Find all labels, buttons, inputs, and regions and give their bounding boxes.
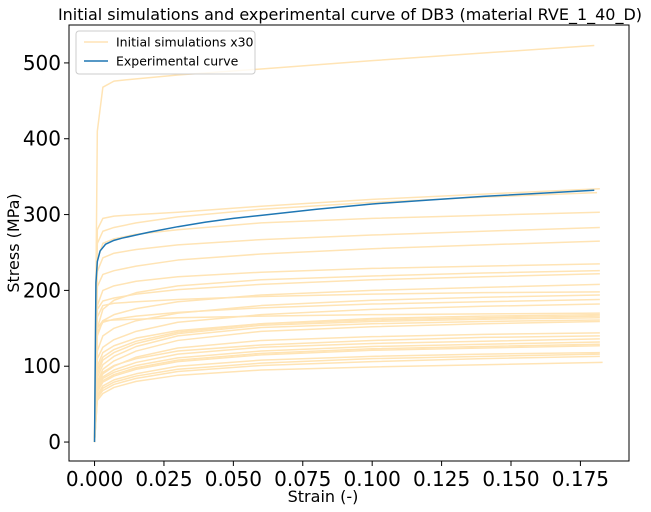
- legend-label-simulations: Initial simulations x30: [116, 35, 254, 50]
- simulation-curve-13: [93, 298, 600, 443]
- experimental-curve-group: [93, 189, 595, 443]
- x-tick-label: 0.125: [413, 467, 470, 491]
- simulation-curve-2: [93, 188, 600, 443]
- simulation-curve-29: [93, 361, 603, 443]
- y-tick-label: 0: [48, 430, 61, 454]
- simulation-curve-5: [93, 226, 600, 443]
- simulation-curve-7: [93, 263, 600, 443]
- y-tick-label: 300: [23, 203, 61, 227]
- simulation-curve-8: [93, 269, 600, 443]
- simulation-curve-18: [93, 316, 600, 443]
- simulation-curve-14: [93, 303, 600, 443]
- simulation-curve-11: [93, 291, 600, 443]
- simulation-curve-9: [93, 272, 600, 443]
- x-tick-label: 0.050: [205, 467, 262, 491]
- simulation-curves: [93, 44, 603, 443]
- simulation-curve-15: [93, 312, 600, 443]
- experimental-curve: [93, 189, 595, 443]
- x-tick-label: 0.150: [482, 467, 539, 491]
- y-axis-label: Stress (MPa): [4, 193, 23, 292]
- simulation-curve-1: [93, 44, 595, 443]
- simulation-curve-20: [93, 320, 600, 443]
- simulation-curve-12: [93, 294, 600, 443]
- legend: Initial simulations x30 Experimental cur…: [75, 30, 256, 75]
- simulation-curve-19: [93, 319, 600, 443]
- y-tick-label: 100: [23, 354, 61, 378]
- y-tick-label: 200: [23, 278, 61, 302]
- plot-frame: [68, 24, 630, 462]
- legend-label-experimental: Experimental curve: [116, 54, 239, 69]
- x-tick-label: 0.075: [274, 467, 331, 491]
- simulation-curve-16: [93, 313, 600, 443]
- simulation-curve-30: [93, 355, 600, 443]
- x-axis-label: Strain (-): [288, 487, 359, 506]
- simulation-curve-27: [93, 351, 600, 443]
- simulation-curve-17: [93, 315, 600, 443]
- chart-title: Initial simulations and experimental cur…: [58, 5, 642, 25]
- legend-box: [75, 30, 256, 75]
- y-axis: 0 100 200 300 400 500: [23, 51, 69, 454]
- x-tick-label: 0.025: [135, 467, 192, 491]
- x-tick-label: 0.175: [552, 467, 609, 491]
- simulation-curve-6: [93, 240, 600, 443]
- simulation-curve-26: [93, 344, 600, 443]
- simulation-curve-24: [93, 341, 600, 443]
- simulation-curve-21: [93, 332, 600, 443]
- x-tick-label: 0.100: [344, 467, 401, 491]
- simulation-curve-28: [93, 353, 600, 443]
- x-tick-label: 0.000: [66, 467, 123, 491]
- simulation-curve-22: [93, 335, 600, 443]
- y-tick-label: 400: [23, 127, 61, 151]
- x-axis: 0.000 0.025 0.050 0.075 0.100 0.125 0.150 0.175: [66, 461, 609, 491]
- y-tick-label: 500: [23, 51, 61, 75]
